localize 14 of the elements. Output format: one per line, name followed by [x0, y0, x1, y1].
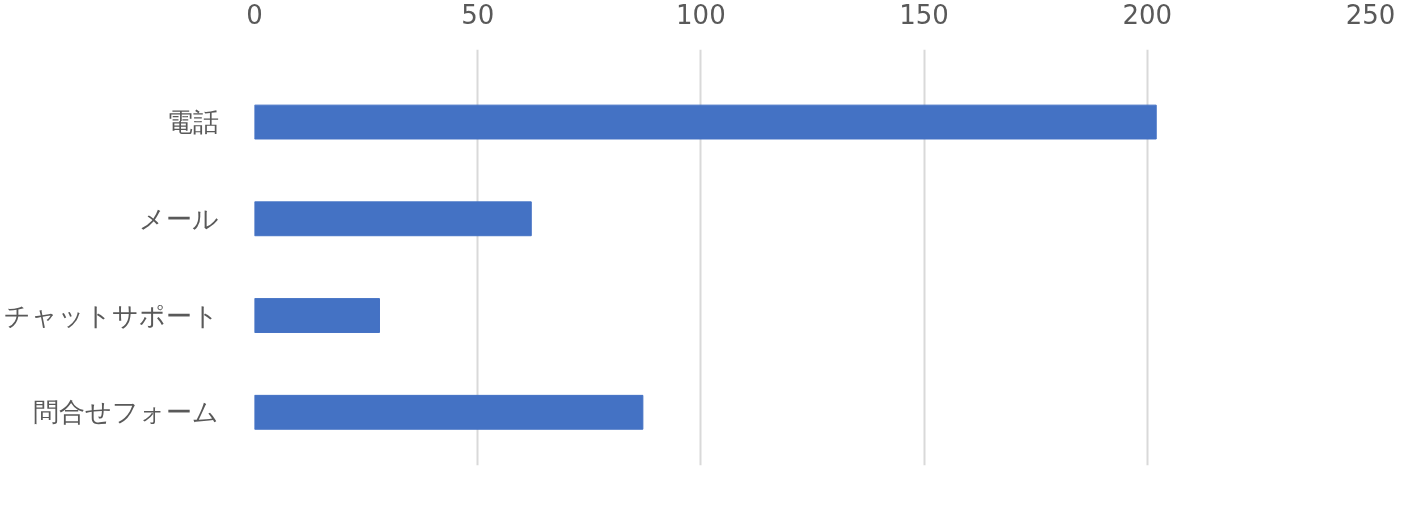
- x-tick-label: 200: [1122, 0, 1173, 30]
- x-tick-label: 250: [1345, 0, 1396, 30]
- y-tick-label: 問合せフォーム: [32, 397, 219, 428]
- y-tick-label: メール: [138, 203, 219, 234]
- y-tick-label: チャットサポート: [3, 300, 219, 331]
- x-tick-label: 150: [899, 0, 949, 30]
- x-tick-label: 0: [246, 0, 263, 30]
- x-tick-label: 100: [676, 0, 726, 30]
- bar: [254, 104, 1157, 140]
- bar: [254, 298, 380, 333]
- bar: [254, 394, 644, 430]
- x-tick-label: 50: [461, 0, 495, 30]
- bar: [254, 201, 532, 237]
- y-tick-label: 電話: [166, 107, 219, 138]
